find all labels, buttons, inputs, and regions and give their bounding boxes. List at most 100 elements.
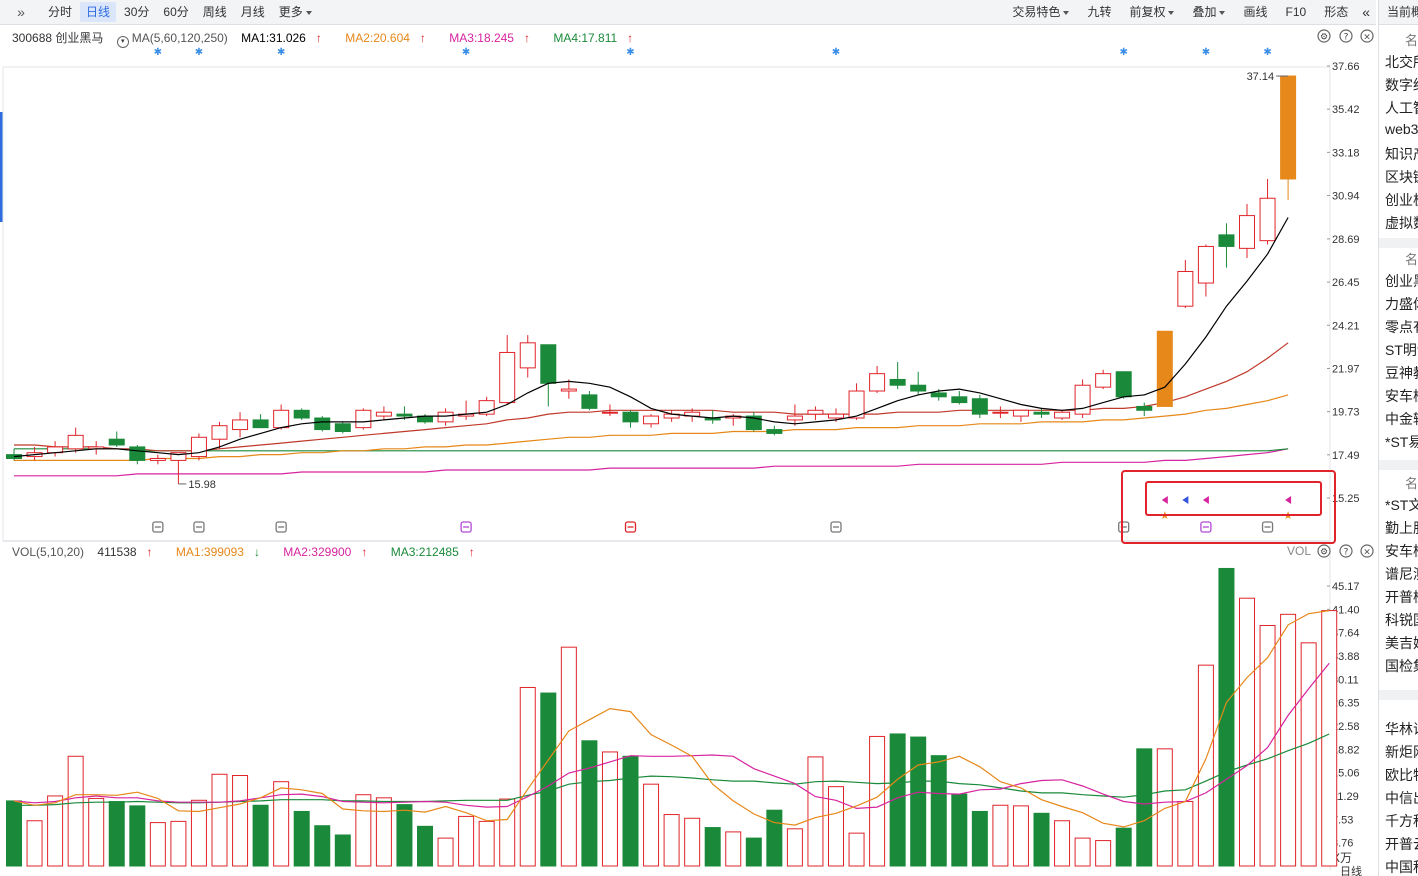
ma3-value: MA3:18.245 ↑ [449, 31, 530, 45]
volume-bar [684, 817, 701, 867]
vol-help-icon[interactable]: ? [1339, 544, 1353, 558]
help-icon[interactable]: ? [1339, 29, 1353, 43]
sidebar-concept-item[interactable]: web3 [1385, 121, 1418, 137]
sidebar-stock-item[interactable]: 谱尼测 [1385, 566, 1418, 582]
high-price-label: 37.14 [1247, 71, 1275, 83]
sidebar-stock-item[interactable]: 创业黑 [1385, 273, 1418, 289]
candle [807, 406, 824, 420]
news-event-icon[interactable] [152, 521, 164, 533]
ma-line-black [13, 217, 1289, 458]
sidebar-concept-item[interactable]: 知识产 [1385, 146, 1418, 162]
news-event-icon[interactable] [1118, 521, 1130, 533]
period-tab-group: 分时 日线 30分 60分 周线 月线 更多 [40, 2, 318, 22]
sidebar-stock-item[interactable]: 美吉姆 [1385, 635, 1418, 651]
sidebar-stock-item[interactable]: 千方科 [1385, 813, 1418, 829]
candle [129, 444, 146, 465]
sidebar-stock-item[interactable]: 勤上股 [1385, 520, 1418, 536]
ma-line-green [14, 448, 1289, 452]
kline-chart[interactable]: 37.66 35.42 33.18 30.94 28.69 26.45 24.21 21.97… [0, 25, 1376, 876]
vol-params-label[interactable]: VOL(5,10,20) [12, 545, 85, 559]
tab-0[interactable]: 分时 [48, 5, 73, 19]
vol-ma3-value: MA3:212485 ↑ [390, 545, 475, 559]
concept-sidebar: 当前概念 名北交所数字经人工智web3知识产区块链创业板虚拟数名创业黑力盛体零点… [1378, 0, 1418, 876]
sidebar-stock-item[interactable]: 欧比特 [1385, 767, 1418, 783]
sidebar-stock-item[interactable]: 安车检 [1385, 388, 1418, 404]
volume-bar [910, 736, 927, 867]
sidebar-stock-item[interactable]: 力盛体 [1385, 296, 1418, 312]
expand-panel-icon[interactable]: » [17, 4, 25, 20]
tool-2[interactable]: 前复权 [1123, 2, 1180, 22]
tool-5[interactable]: F10 [1285, 5, 1307, 19]
sidebar-stock-item[interactable]: 中信出 [1385, 790, 1418, 806]
sidebar-concept-item[interactable]: 创业板 [1385, 192, 1418, 208]
close-icon[interactable]: × [1360, 29, 1374, 43]
tab-4[interactable]: 周线 [202, 5, 227, 19]
volume-bar [1321, 610, 1338, 867]
notice-event-icon[interactable] [1200, 521, 1212, 533]
candle-body [1095, 373, 1112, 388]
settings-icon[interactable]: ⚙ [1317, 29, 1331, 43]
tab-5[interactable]: 月线 [240, 5, 265, 19]
sidebar-stock-item[interactable]: ST明诚 [1385, 342, 1418, 358]
tab-6[interactable]: 更多 [273, 2, 318, 22]
volume-bar [314, 825, 331, 867]
volume-bar [1156, 748, 1173, 867]
volume-bar [1033, 812, 1050, 867]
volume-bar [1136, 748, 1153, 867]
volume-bar [108, 801, 125, 867]
tab-3[interactable]: 60分 [163, 5, 189, 19]
sidebar-stock-item[interactable]: 安车检 [1385, 543, 1418, 559]
candle-body [396, 413, 413, 417]
ma-settings-dropdown-icon[interactable]: ▾ [116, 36, 129, 48]
sidebar-concept-item[interactable]: 虚拟数 [1385, 215, 1418, 231]
alert-event-icon[interactable] [624, 521, 637, 533]
sidebar-stock-item[interactable]: 中金辐 [1385, 411, 1418, 427]
tab-2[interactable]: 30分 [124, 5, 150, 19]
tool-3[interactable]: 叠加 [1186, 2, 1231, 22]
sidebar-concept-item[interactable]: 数字经 [1385, 77, 1418, 93]
tab-1[interactable]: 日线 [80, 2, 117, 22]
tool-0[interactable]: 交易特色 [1006, 2, 1075, 22]
sidebar-concept-item[interactable]: 北交所 [1385, 54, 1418, 70]
candle-body [786, 415, 803, 421]
price-panel-frame [2, 66, 1331, 542]
volume-bar [1218, 567, 1235, 867]
sidebar-stock-item[interactable]: 开普云 [1385, 836, 1418, 852]
vol-close-icon[interactable]: × [1360, 544, 1374, 558]
news-event-icon[interactable] [830, 521, 842, 533]
notice-event-icon[interactable] [460, 521, 472, 533]
sidebar-stock-item[interactable]: 新炬网 [1385, 744, 1418, 760]
sidebar-stock-item[interactable]: 豆神教 [1385, 365, 1418, 381]
sidebar-stock-item[interactable]: 科锐国 [1385, 612, 1418, 628]
sidebar-stock-item[interactable]: 华林证 [1385, 721, 1418, 737]
chevron-down-icon [1168, 10, 1175, 15]
signal-highlight-box [1145, 481, 1322, 516]
sidebar-stock-item[interactable]: 国检集 [1385, 658, 1418, 674]
volume-tick-label: 26.35 [1332, 698, 1360, 710]
news-event-icon[interactable] [193, 521, 205, 533]
candle-body [848, 390, 865, 419]
volume-bar [1115, 827, 1132, 867]
sidebar-stock-item[interactable]: 中国科 [1385, 859, 1418, 875]
candle-body [170, 452, 187, 461]
candle [745, 412, 762, 432]
sidebar-concept-item[interactable]: 人工智 [1385, 100, 1418, 116]
vol-settings-icon[interactable]: ⚙ [1317, 544, 1331, 558]
volume-bar [499, 798, 516, 867]
sidebar-stock-item[interactable]: 零点有 [1385, 319, 1418, 335]
sidebar-stock-item[interactable]: *ST文 [1385, 497, 1418, 513]
sidebar-concept-item[interactable]: 区块链 [1385, 169, 1418, 185]
tool-6[interactable]: 形态 [1324, 5, 1349, 19]
ma-line-orange [14, 394, 1289, 461]
tool-4[interactable]: 画线 [1243, 5, 1268, 19]
collapse-sidebar-icon[interactable]: « [1362, 4, 1370, 20]
ma-line-long-magenta [14, 448, 1289, 477]
tool-1[interactable]: 九转 [1087, 5, 1112, 19]
sidebar-stock-item[interactable]: 开普检 [1385, 589, 1418, 605]
sidebar-stock-item[interactable]: *ST易 [1385, 434, 1418, 450]
news-event-icon[interactable] [275, 521, 287, 533]
volume-bar [67, 755, 84, 867]
vol-ma1-line [13, 610, 1330, 828]
ma-params-label[interactable]: MA(5,60,120,250) [131, 31, 228, 45]
news-event-icon[interactable] [1261, 521, 1274, 533]
